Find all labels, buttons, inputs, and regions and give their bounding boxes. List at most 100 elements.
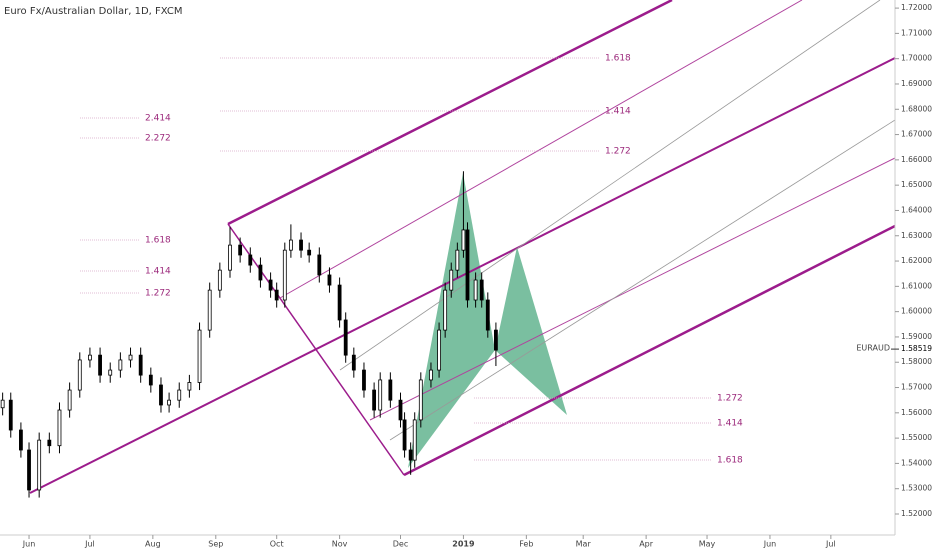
x-tick-label: Aug [145, 540, 161, 549]
candle-body [108, 369, 113, 376]
y-tick-label: 1.70000 [901, 54, 932, 63]
candle-body [337, 284, 342, 321]
candle-body [362, 369, 366, 391]
last-price-label: 1.58519 [901, 344, 932, 353]
candle-body [455, 249, 460, 271]
y-tick-label: 1.52000 [901, 509, 932, 518]
candle-body [148, 374, 153, 386]
x-tick-label: Feb [519, 540, 533, 549]
candle-body [177, 389, 182, 401]
candle-body [327, 274, 332, 286]
pitchfork-median [29, 57, 896, 494]
x-tick-label: Jun [763, 540, 777, 549]
candle-body [118, 359, 123, 371]
y-tick-label: 1.67000 [901, 130, 932, 139]
fib-label: 1.272 [717, 394, 743, 404]
candle-body [67, 389, 72, 411]
x-tick-label: Apr [639, 540, 654, 549]
candle-body [217, 269, 222, 291]
fib-label: 1.618 [605, 54, 631, 64]
candle-body [37, 439, 42, 491]
candle-body [57, 409, 62, 447]
candle-body [0, 399, 5, 409]
y-tick-label: 1.72000 [901, 3, 932, 12]
fib-label: 1.618 [145, 236, 171, 246]
candle-body [258, 264, 263, 281]
symbol-label: EURAUD [856, 344, 890, 353]
candle-body [402, 419, 407, 451]
fib-label: 2.272 [145, 134, 171, 144]
y-tick-label: 1.59000 [901, 332, 932, 341]
candle-body [317, 254, 322, 276]
candle-body [187, 382, 192, 391]
pitchfork-upper [227, 0, 673, 226]
candle-body [288, 239, 293, 251]
fib-label: 1.272 [605, 147, 631, 157]
candle-body [19, 429, 23, 451]
y-tick-label: 1.58000 [901, 357, 932, 366]
candle-body [248, 254, 253, 266]
y-tick-label: 1.62000 [901, 256, 932, 265]
pitchfork-level [279, 0, 803, 299]
fib-label: 2.414 [145, 114, 171, 124]
chart-title: Euro Fx/Australian Dollar, 1D, FXCM [4, 6, 183, 17]
harmonic-xab [408, 173, 495, 468]
fib-label: 1.414 [717, 419, 743, 429]
candle-body [437, 329, 441, 371]
y-tick-label: 1.56000 [901, 408, 932, 417]
candle-body [343, 319, 348, 356]
pitchfork-level [389, 119, 896, 441]
x-tick-label: Jul [84, 540, 95, 549]
fib-label: 1.618 [717, 456, 743, 466]
candle-body [351, 354, 356, 371]
y-tick-label: 1.63000 [901, 231, 932, 240]
candle-body [159, 384, 163, 406]
x-tick-label: Mar [576, 540, 592, 549]
candle-body [282, 249, 287, 301]
candle-body [207, 289, 212, 331]
candle-body [274, 289, 279, 301]
pitchfork-level [369, 157, 896, 421]
y-tick-label: 1.53000 [901, 484, 932, 493]
y-tick-label: 1.69000 [901, 79, 932, 88]
candle-body [8, 399, 13, 431]
candle-body [372, 389, 377, 411]
y-tick-label: 1.57000 [901, 383, 932, 392]
candle-body [27, 449, 31, 491]
x-tick-label: Nov [332, 540, 348, 549]
fib-label: 1.272 [145, 289, 171, 299]
harmonic-bcd [495, 247, 567, 415]
candle-body [479, 279, 484, 301]
y-tick-label: 1.60000 [901, 307, 932, 316]
candle-body [47, 439, 52, 447]
candle-body [138, 354, 143, 376]
pitchfork-lower [403, 224, 896, 477]
candle-body [307, 249, 312, 256]
candle-body [77, 359, 82, 391]
candle-body [238, 244, 243, 256]
y-tick-label: 1.61000 [901, 281, 932, 290]
x-tick-label: May [699, 540, 716, 549]
candle-body [398, 399, 403, 421]
candle-body [465, 229, 470, 301]
candle-body [408, 449, 413, 461]
y-tick-label: 1.71000 [901, 28, 932, 37]
drawings [29, 0, 896, 494]
candle-body [494, 329, 498, 351]
fib-label: 1.414 [605, 107, 631, 117]
candle-body [167, 399, 171, 406]
y-tick-label: 1.54000 [901, 458, 932, 467]
x-tick-label: Jun [22, 540, 36, 549]
candle-body [485, 299, 490, 331]
x-tick-label: Jul [825, 540, 836, 549]
candle-body [378, 379, 383, 411]
candle-body [88, 354, 92, 361]
y-tick-label: 1.64000 [901, 205, 932, 214]
candle-body [228, 244, 232, 271]
candle-body [418, 379, 423, 421]
y-tick-label: 1.65000 [901, 180, 932, 189]
pitchfork-handle [227, 223, 405, 476]
y-tick-label: 1.68000 [901, 104, 932, 113]
